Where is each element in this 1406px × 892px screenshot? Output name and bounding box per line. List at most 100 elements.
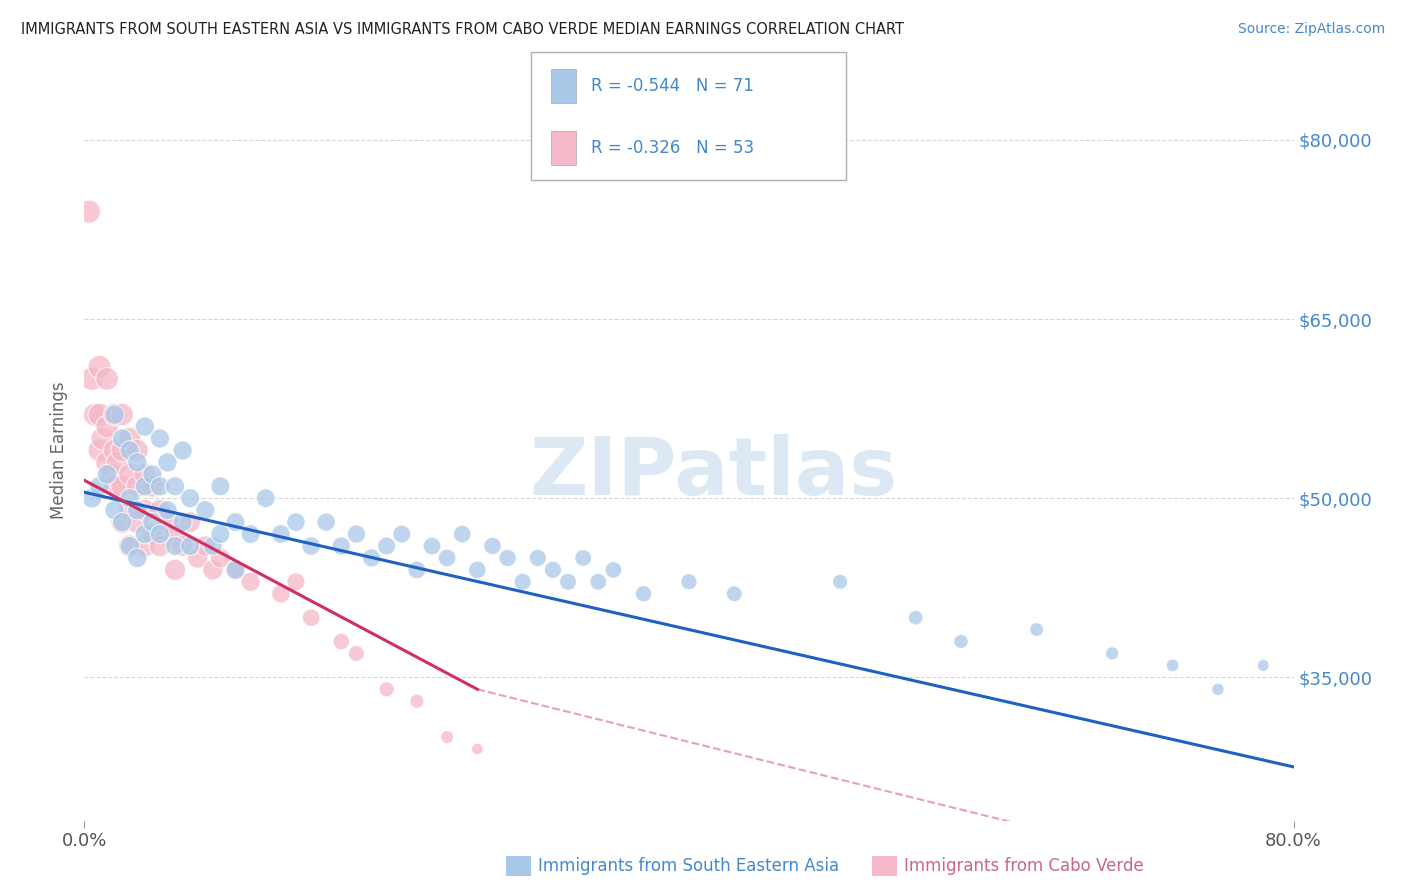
Point xyxy=(134,419,156,434)
Point xyxy=(80,372,103,386)
Point xyxy=(165,527,187,541)
Point xyxy=(134,503,156,517)
Point xyxy=(239,527,262,541)
Point xyxy=(118,503,141,517)
Point xyxy=(481,539,503,553)
Point xyxy=(134,467,156,482)
Point xyxy=(904,610,927,624)
Text: R = -0.326   N = 53: R = -0.326 N = 53 xyxy=(591,139,754,157)
Point xyxy=(134,539,156,553)
Point xyxy=(1101,647,1123,661)
Point xyxy=(149,503,172,517)
Point xyxy=(225,563,247,577)
Point xyxy=(1253,658,1275,673)
Point xyxy=(111,479,134,493)
Point xyxy=(270,527,292,541)
Point xyxy=(285,574,308,589)
Text: R = -0.544   N = 71: R = -0.544 N = 71 xyxy=(591,77,754,95)
Point xyxy=(723,587,745,601)
Point xyxy=(360,550,382,565)
Point xyxy=(89,359,111,374)
Point xyxy=(512,574,534,589)
Point xyxy=(194,539,217,553)
Point xyxy=(104,479,127,493)
Point xyxy=(209,550,232,565)
Point xyxy=(127,503,149,517)
Point xyxy=(496,550,519,565)
Point xyxy=(104,443,127,458)
Point xyxy=(149,479,172,493)
Point xyxy=(104,503,127,517)
Point xyxy=(127,550,149,565)
Point xyxy=(209,527,232,541)
Point xyxy=(436,550,458,565)
Point xyxy=(179,539,201,553)
Point xyxy=(527,550,550,565)
Point xyxy=(557,574,579,589)
Point xyxy=(77,204,100,219)
Point xyxy=(541,563,564,577)
Point xyxy=(80,491,103,506)
Point xyxy=(678,574,700,589)
Point xyxy=(330,539,353,553)
Point xyxy=(165,539,187,553)
Point xyxy=(330,634,353,648)
Point xyxy=(209,479,232,493)
Point xyxy=(100,467,122,482)
Point xyxy=(127,443,149,458)
Point xyxy=(299,610,322,624)
Point xyxy=(406,694,429,708)
Point xyxy=(111,515,134,529)
Point xyxy=(165,563,187,577)
Point xyxy=(225,563,247,577)
Point xyxy=(127,515,149,529)
Point xyxy=(104,408,127,422)
Point xyxy=(830,574,852,589)
Text: Source: ZipAtlas.com: Source: ZipAtlas.com xyxy=(1237,22,1385,37)
Point xyxy=(111,515,134,529)
Point xyxy=(96,467,118,482)
Point xyxy=(111,408,134,422)
Point xyxy=(141,515,163,529)
Point xyxy=(118,443,141,458)
Point xyxy=(1161,658,1184,673)
Point xyxy=(118,432,141,446)
Point xyxy=(239,574,262,589)
Point xyxy=(118,467,141,482)
Point xyxy=(111,432,134,446)
Point xyxy=(391,527,413,541)
Point xyxy=(141,479,163,493)
Point xyxy=(179,491,201,506)
Point xyxy=(299,539,322,553)
Point xyxy=(201,539,224,553)
Point xyxy=(141,527,163,541)
Point xyxy=(89,443,111,458)
Point xyxy=(107,455,129,469)
Point xyxy=(406,563,429,577)
Point xyxy=(270,587,292,601)
Point xyxy=(194,503,217,517)
Point xyxy=(346,527,368,541)
Point xyxy=(89,408,111,422)
Point xyxy=(285,515,308,529)
Point xyxy=(96,419,118,434)
Point xyxy=(602,563,624,577)
Point xyxy=(156,503,179,517)
Point xyxy=(149,432,172,446)
Point xyxy=(134,479,156,493)
Point xyxy=(1206,682,1229,697)
Text: Immigrants from South Eastern Asia: Immigrants from South Eastern Asia xyxy=(538,857,839,875)
Point xyxy=(451,527,474,541)
Text: ZIPatlas: ZIPatlas xyxy=(529,434,897,512)
Point xyxy=(118,491,141,506)
Point xyxy=(96,455,118,469)
Point xyxy=(104,408,127,422)
Point xyxy=(84,408,107,422)
Point xyxy=(187,550,209,565)
Point xyxy=(588,574,610,589)
Point xyxy=(89,479,111,493)
Y-axis label: Median Earnings: Median Earnings xyxy=(51,382,69,519)
Point xyxy=(420,539,443,553)
Point xyxy=(172,539,194,553)
Point xyxy=(375,682,398,697)
